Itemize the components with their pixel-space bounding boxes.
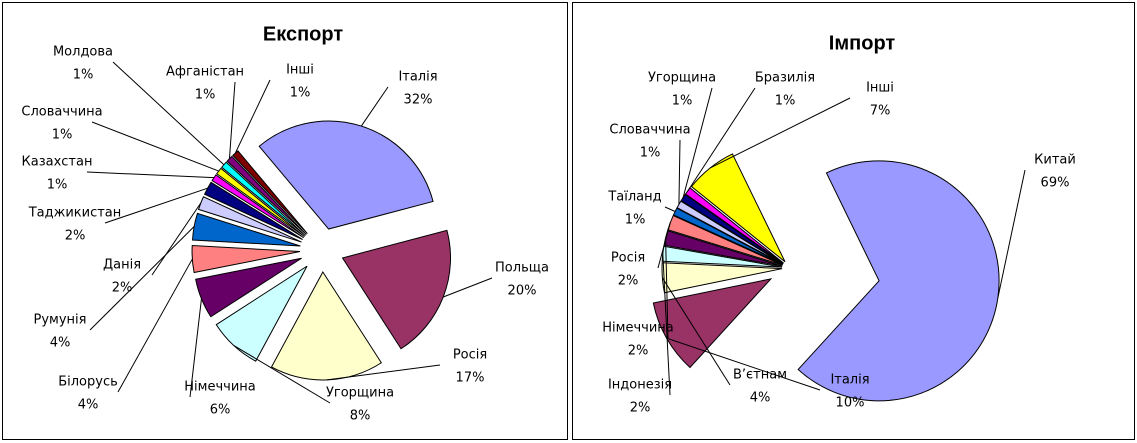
slice-value: 2% bbox=[618, 274, 639, 289]
pie-slice bbox=[797, 160, 1000, 402]
slice-label: Росія bbox=[453, 348, 487, 363]
slice-label: Таджикистан bbox=[28, 206, 122, 221]
slice-label: Данія bbox=[103, 258, 141, 273]
slice-value: 1% bbox=[625, 213, 646, 228]
leader-line bbox=[661, 277, 731, 386]
slice-value: 4% bbox=[750, 391, 771, 406]
slice-label: Угорщина bbox=[326, 386, 394, 401]
pie-slice bbox=[203, 181, 303, 240]
slice-label: Китай bbox=[1034, 153, 1076, 168]
leader-line bbox=[86, 171, 214, 179]
slice-label: Угорщина bbox=[648, 71, 716, 86]
slice-value: 8% bbox=[350, 409, 371, 424]
slice-label: Польща bbox=[495, 261, 549, 276]
slice-value: 10% bbox=[836, 396, 865, 411]
leader-line bbox=[664, 206, 676, 212]
slice-value: 69% bbox=[1041, 176, 1070, 191]
leader-line bbox=[104, 187, 208, 224]
leader-line bbox=[682, 87, 713, 198]
slice-value: 6% bbox=[210, 403, 231, 418]
pie-slice bbox=[195, 257, 302, 318]
pie-slice bbox=[661, 262, 783, 294]
leader-line bbox=[89, 226, 195, 331]
slice-value: 2% bbox=[112, 281, 133, 296]
leader-line bbox=[662, 253, 671, 396]
slice-label: Словаччина bbox=[609, 123, 690, 138]
pie-slice bbox=[676, 200, 784, 265]
slice-value: 1% bbox=[52, 128, 73, 143]
chart-title: Імпорт bbox=[829, 32, 896, 54]
slice-label: Індонезія bbox=[608, 378, 672, 393]
slice-value: 1% bbox=[290, 86, 311, 101]
leader-line bbox=[189, 298, 202, 398]
leader-line bbox=[112, 61, 225, 166]
leader-line bbox=[326, 364, 441, 381]
leader-line bbox=[657, 222, 671, 269]
slice-value: 4% bbox=[78, 398, 99, 413]
leader-line bbox=[665, 237, 669, 339]
slice-value: 7% bbox=[870, 104, 891, 119]
pie-slice bbox=[258, 120, 434, 230]
slice-value: 2% bbox=[628, 344, 649, 359]
leader-line bbox=[443, 277, 493, 298]
slice-value: 1% bbox=[73, 68, 94, 83]
slice-value: 20% bbox=[508, 284, 537, 299]
slice-value: 1% bbox=[672, 94, 693, 109]
leader-line bbox=[91, 121, 219, 172]
slice-value: 2% bbox=[65, 229, 86, 244]
pie-slice bbox=[690, 153, 786, 263]
slice-value: 4% bbox=[50, 336, 71, 351]
slice-label: Молдова bbox=[53, 45, 113, 60]
leader-line bbox=[234, 79, 271, 154]
slice-label: Словаччина bbox=[21, 105, 102, 120]
slice-label: Інші bbox=[286, 63, 314, 78]
slice-label: Таїланд bbox=[607, 190, 661, 205]
pie-slice bbox=[270, 271, 383, 381]
chart-title: Експорт bbox=[263, 23, 343, 45]
slice-label: Німеччина bbox=[184, 380, 255, 395]
leader-line bbox=[228, 81, 236, 159]
leader-line bbox=[687, 87, 756, 192]
slice-label: Афганістан bbox=[166, 65, 244, 80]
slice-label: Інші bbox=[866, 81, 894, 96]
slice-label: Німеччина bbox=[602, 321, 673, 336]
leader-line bbox=[151, 202, 202, 276]
slice-label: Бразилія bbox=[755, 71, 815, 86]
slice-label: Казахстан bbox=[22, 155, 93, 170]
pie-slice bbox=[220, 161, 306, 236]
slice-label: Італія bbox=[398, 70, 437, 85]
pie-slice bbox=[197, 196, 302, 243]
slice-label: Італія bbox=[830, 373, 869, 388]
slice-value: 2% bbox=[630, 401, 651, 416]
slice-value: 17% bbox=[456, 371, 485, 386]
slice-label: В’єтнам bbox=[733, 368, 787, 383]
leader-line bbox=[666, 337, 821, 391]
pie-slice bbox=[341, 229, 451, 350]
slice-value: 1% bbox=[775, 94, 796, 109]
leader-line bbox=[678, 139, 681, 205]
pie-slice bbox=[216, 167, 305, 238]
pie-slice bbox=[232, 150, 308, 234]
slice-label: Румунія bbox=[34, 313, 87, 328]
leader-line bbox=[360, 86, 389, 127]
leader-line bbox=[117, 258, 193, 393]
slice-value: 1% bbox=[640, 146, 661, 161]
panel bbox=[2, 2, 568, 440]
leader-line bbox=[709, 97, 851, 169]
leader-line bbox=[997, 169, 1026, 299]
panel bbox=[572, 2, 1135, 440]
slice-label: Білорусь bbox=[58, 375, 118, 390]
slice-value: 32% bbox=[404, 93, 433, 108]
leader-line bbox=[233, 344, 331, 404]
slice-label: Росія bbox=[611, 251, 645, 266]
slice-value: 1% bbox=[195, 88, 216, 103]
slice-value: 1% bbox=[47, 178, 68, 193]
